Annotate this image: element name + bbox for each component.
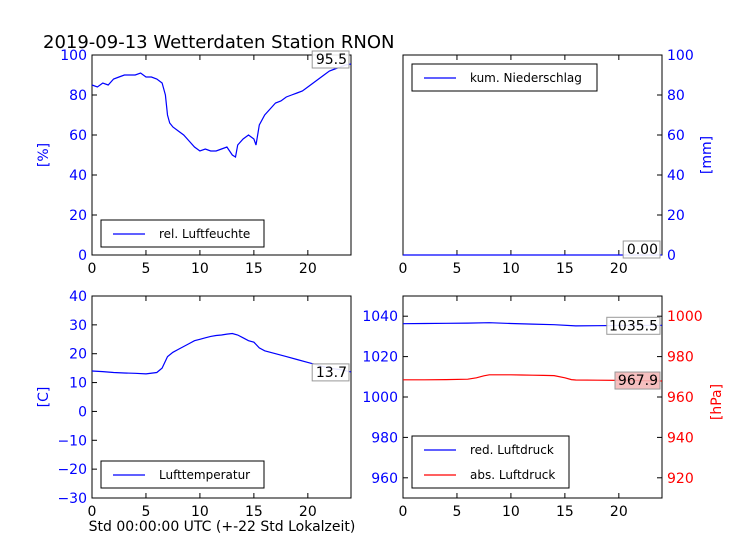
x-tick-label: 15	[556, 261, 574, 277]
y-tick-label: 30	[69, 318, 87, 334]
y-tick-label: 1000	[667, 309, 703, 325]
x-tick-label: 0	[88, 261, 97, 277]
x-tick-label: 15	[245, 504, 263, 520]
x-tick-label: 0	[88, 504, 97, 520]
current-value-reduced-box	[606, 316, 661, 335]
current-value: 95.5	[316, 52, 347, 68]
x-tick-label: 20	[299, 261, 317, 277]
series-line-2	[403, 374, 663, 382]
y-tick-label: 1040	[362, 309, 398, 325]
y-tick-label: 60	[69, 128, 87, 144]
y-tick-label: 980	[371, 430, 398, 446]
y-tick-label: 0	[667, 248, 676, 264]
legend-label: red. Luftdruck	[470, 443, 554, 457]
panel-bottom-left: 0 5 10 15 20 −30 −20 −10 0 10 20 30 40 [C] Lufttempera…	[36, 289, 352, 520]
y-tick-label: 20	[69, 208, 87, 224]
current-value-absolute-box	[614, 371, 661, 390]
y-tick-label: 960	[371, 471, 398, 487]
y-axis-label: [C]	[36, 387, 52, 408]
y-tick-label: 60	[667, 128, 685, 144]
legend: Lufttemperatur	[100, 460, 265, 489]
x-tick-label: 5	[141, 261, 150, 277]
y-tick-label: 980	[667, 350, 694, 366]
x-tick-label: 10	[502, 504, 520, 520]
y-tick-label: −20	[57, 462, 87, 478]
legend-label: rel. Luftfeuchte	[159, 227, 250, 241]
legend-label: Lufttemperatur	[159, 468, 250, 482]
plot-frame	[91, 295, 352, 499]
x-tick-label: 20	[610, 261, 628, 277]
y-tick-label: 40	[69, 289, 87, 305]
current-value-reduced: 1035.5	[609, 318, 658, 334]
current-value: 0.00	[627, 242, 658, 258]
x-tick-label: 0	[399, 261, 408, 277]
series-line-1	[91, 63, 352, 158]
x-axis-label: Std 00:00:00 UTC (+-22 Std Lokalzeit)	[89, 519, 356, 535]
y-tick-label: 0	[78, 248, 87, 264]
x-tick-label: 15	[245, 261, 263, 277]
y-axis-label: [%]	[36, 143, 52, 167]
y-tick-label: 40	[667, 168, 685, 184]
y-tick-label: 80	[667, 88, 685, 104]
legend: rel. Luftfeuchte	[100, 219, 265, 248]
current-value-absolute: 967.9	[618, 373, 658, 389]
legend-label: abs. Luftdruck	[470, 468, 555, 482]
y-tick-label: 40	[69, 168, 87, 184]
x-tick-label: 10	[191, 504, 209, 520]
x-tick-label: 20	[299, 504, 317, 520]
current-value: 13.7	[316, 365, 347, 381]
x-tick-label: 5	[452, 504, 461, 520]
y-tick-label: 20	[69, 347, 87, 363]
y-tick-label: 940	[667, 430, 694, 446]
panel-top-left: 0 5 10 15 20 0 20 40 60 80 100 [%] rel. Luftfeuchte 9…	[36, 48, 352, 277]
legend-box	[411, 435, 570, 489]
y-tick-label: 100	[60, 48, 87, 64]
legend: red. Luftdruck abs. Luftdruck	[411, 435, 570, 489]
x-tick-label: 20	[610, 504, 628, 520]
y-tick-label: 960	[667, 390, 694, 406]
y-tick-label: 100	[667, 48, 694, 64]
panel-top-right: 0 5 10 15 20 0 20 40 60 80 100 [mm] kum. Niederschla…	[399, 48, 715, 277]
plot-frame	[91, 54, 352, 256]
current-value-box	[311, 363, 350, 382]
series-line-1	[91, 332, 352, 375]
y-tick-label: 1020	[362, 350, 398, 366]
y-axis-label: [mm]	[699, 136, 715, 174]
x-tick-label: 0	[399, 504, 408, 520]
y-tick-label: 20	[667, 208, 685, 224]
legend: kum. Niederschlag	[411, 63, 598, 92]
x-tick-label: 10	[191, 261, 209, 277]
panel-bottom-right: 0 5 10 15 20 960 980 1000 1020 1040 920 940 960 980 10…	[362, 295, 725, 520]
x-tick-label: 5	[452, 261, 461, 277]
y-tick-label: 920	[667, 471, 694, 487]
current-value-box	[622, 240, 661, 259]
current-value-box	[311, 50, 350, 69]
y-tick-label: 0	[78, 404, 87, 420]
x-tick-label: 10	[502, 261, 520, 277]
y-tick-label: −10	[57, 433, 87, 449]
y-tick-label: −30	[57, 491, 87, 507]
x-tick-label: 15	[556, 504, 574, 520]
y-tick-label: 80	[69, 88, 87, 104]
y-tick-label: 1000	[362, 390, 398, 406]
x-tick-label: 5	[141, 504, 150, 520]
y-axis-label-right: [hPa]	[709, 384, 725, 420]
y-tick-label: 10	[69, 376, 87, 392]
chart-title: 2019-09-13 Wetterdaten Station RNON	[43, 32, 394, 53]
legend-label: kum. Niederschlag	[470, 71, 582, 85]
